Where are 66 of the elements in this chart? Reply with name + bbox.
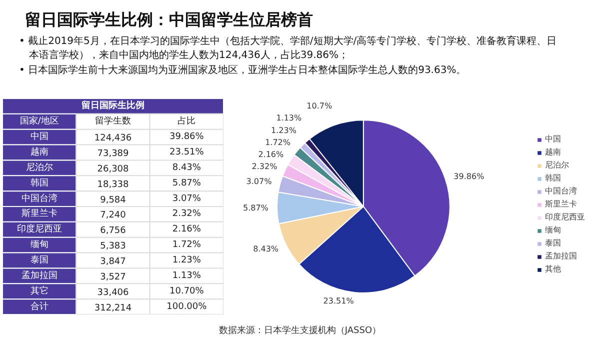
legend-label: 印度尼西亚 [545, 212, 585, 222]
text: 留日国际生比例 [82, 100, 144, 112]
text: 9,584 [100, 195, 126, 206]
text: 2.32% [172, 209, 202, 220]
legend-label: 斯里兰卡 [545, 198, 577, 210]
text: 孟加拉国 [21, 270, 58, 281]
data-label: 23.51% [323, 296, 354, 306]
text: 8.43% [172, 162, 202, 173]
text: 其它 [30, 285, 48, 296]
text: 18,338 [97, 180, 130, 190]
legend-label: 孟加拉国 [545, 250, 577, 262]
text: 124,436 [94, 134, 132, 144]
text: 韩国 [30, 177, 48, 188]
text: 国家/地区 [20, 116, 59, 127]
text: 中国 [30, 131, 48, 142]
data-label: 2.32% [252, 162, 278, 172]
text: 3,847 [100, 257, 126, 267]
chart-title: 留日国际学生比例：中国留学生位居榜首 [25, 9, 314, 31]
text: 100.00% [166, 302, 208, 312]
text: 73,389 [97, 149, 130, 159]
text: 合计 [30, 300, 48, 312]
text: 印度尼西亚 [16, 224, 62, 235]
text: 3.07% [172, 194, 202, 204]
text: 10.70% [170, 286, 204, 296]
text: 尼泊尔 [26, 162, 53, 173]
text: 39.86% [170, 132, 204, 142]
data-label: 1.23% [271, 126, 297, 135]
text: 中国台湾 [21, 192, 58, 204]
chart-subtitle: • 截止2019年5月，在日本学习的国际学生中（包括大学院、学部/短期大学/高等专门学校、专门学校、准备教育课程、日本语言学校），来自中国内地的学生人数为124,436人，占比39.86%； [19, 34, 558, 64]
text: 1.23% [172, 256, 202, 266]
data-label: 1.13% [276, 114, 302, 123]
legend-label: 中国台湾 [545, 186, 577, 196]
data-label: 39.86% [454, 172, 485, 182]
legend-label: 越南 [545, 146, 562, 158]
text: 缅甸 [30, 239, 48, 250]
legend-label: 缅甸 [545, 224, 562, 236]
text: 312,214 [94, 303, 132, 314]
text: 1.72% [172, 240, 202, 250]
text: 5.87% [172, 178, 202, 188]
data-label: 5.87% [242, 204, 269, 213]
data-label: 3.07% [246, 177, 272, 186]
text: 留学生数 [95, 116, 131, 127]
text: 6,756 [100, 226, 126, 236]
data-label: 10.7% [306, 102, 332, 111]
data-label: 2.16% [258, 150, 284, 159]
text: 占比 [178, 116, 196, 127]
text: 7,240 [100, 210, 126, 221]
legend-label: 泰国 [545, 238, 562, 248]
data-label: 1.72% [265, 138, 291, 147]
text: 2.16% [172, 224, 202, 235]
text: 5,383 [100, 242, 126, 252]
legend-label: 中国 [545, 134, 562, 144]
source-note: 数据来源：日本学生支援机构（JASSO） [218, 325, 382, 337]
text: 33,406 [97, 288, 130, 298]
legend-label: 尼泊尔 [545, 160, 569, 170]
text: 23.51% [170, 148, 204, 158]
text: 26,308 [97, 164, 130, 174]
text: 1.13% [172, 270, 202, 281]
text: 3,527 [100, 272, 126, 282]
text: • 日本国际学生前十大来源国均为亚洲国家及地区，亚洲学生占日本整体国际学生总人数的93.63%。 [19, 64, 468, 78]
data-label: 8.43% [253, 244, 279, 254]
text: 斯里兰卡 [21, 208, 58, 220]
legend-label: 韩国 [545, 172, 562, 184]
legend-label: 其他 [545, 264, 562, 274]
text: 越南 [30, 146, 48, 158]
text: 泰国 [30, 254, 48, 266]
